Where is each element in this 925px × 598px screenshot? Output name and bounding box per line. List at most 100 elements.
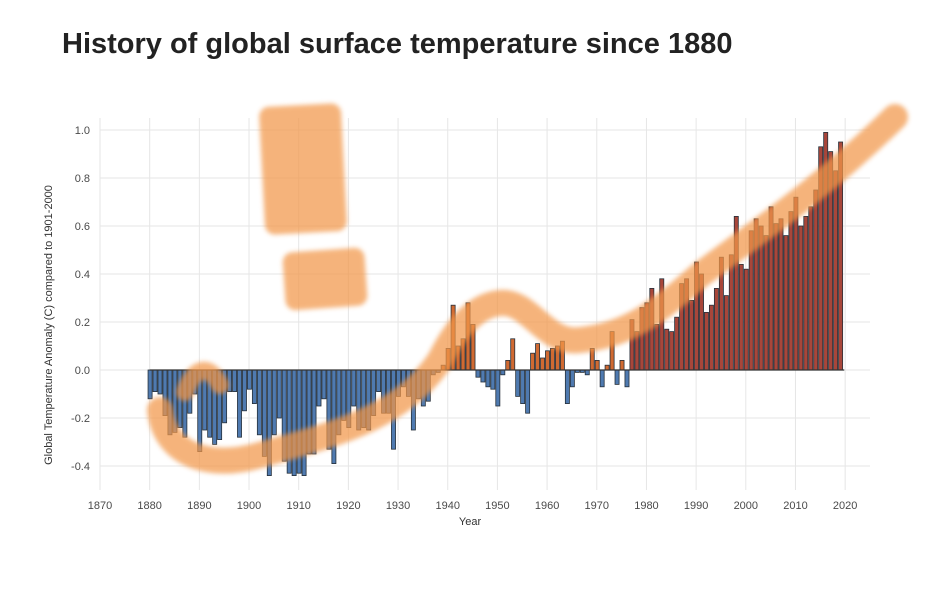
bar-1919 — [341, 369, 347, 421]
exclamation-bar — [259, 103, 347, 235]
bar-1926 — [376, 369, 382, 393]
bar-1946 — [475, 369, 481, 378]
bar-2014 — [813, 189, 819, 371]
bar-2012 — [803, 215, 809, 371]
page-title: History of global surface temperature si… — [62, 28, 733, 60]
bar-1951 — [500, 369, 506, 376]
bar-1882 — [157, 369, 163, 395]
bar-1950 — [495, 369, 501, 407]
x-axis-ticks: 1870 1880 1890 1900 1910 1920 1930 1940 1950 1960… — [88, 500, 858, 512]
bar-1972 — [604, 364, 610, 371]
x-tick-label: 1970 — [585, 500, 609, 512]
bar-1986 — [674, 316, 680, 371]
bar-1971 — [599, 369, 605, 388]
bar-1999 — [738, 263, 744, 371]
bar-1899 — [242, 369, 247, 412]
bar-1881 — [152, 369, 158, 393]
x-tick-label: 1910 — [286, 500, 310, 512]
bar-1905 — [271, 369, 277, 436]
bar-1984 — [664, 328, 670, 371]
bar-1911 — [301, 369, 307, 476]
bar-1994 — [713, 287, 719, 371]
y-axis-title: Global Temperature Anomaly (C) compared … — [43, 185, 55, 465]
bar-1985 — [669, 331, 675, 371]
bar-1957 — [530, 352, 536, 371]
bar-1955 — [520, 369, 526, 404]
bar-1954 — [515, 369, 521, 397]
bar-1968 — [584, 369, 590, 376]
y-tick-label: 0.0 — [75, 365, 90, 377]
x-tick-label: 2020 — [833, 500, 857, 512]
bar-1975 — [619, 359, 625, 371]
x-tick-label: 1870 — [88, 500, 112, 512]
bar-2011 — [798, 225, 804, 371]
bar-1970 — [594, 359, 600, 371]
bar-1880 — [147, 369, 153, 400]
bar-1997 — [728, 254, 734, 371]
bar-1996 — [723, 295, 729, 371]
bar-1902 — [256, 369, 262, 436]
x-tick-label: 1930 — [386, 500, 410, 512]
bar-1917 — [331, 369, 337, 464]
exclamation-dot — [282, 247, 368, 311]
bar-1961 — [550, 347, 555, 371]
x-tick-label: 1940 — [435, 500, 459, 512]
bar-1949 — [490, 369, 496, 390]
bar-1915 — [321, 369, 327, 400]
y-tick-label: -0.2 — [71, 413, 90, 425]
bar-1976 — [624, 369, 630, 388]
bar-2000 — [743, 268, 749, 371]
x-tick-label: 2000 — [734, 500, 758, 512]
x-tick-label: 1900 — [237, 500, 261, 512]
trend-curve — [147, 104, 908, 474]
y-tick-label: -0.4 — [71, 461, 90, 473]
bar-2010 — [793, 196, 799, 371]
bar-1898 — [237, 369, 242, 438]
trend-curve-bump — [176, 361, 229, 401]
bar-2009 — [788, 211, 794, 371]
bar-1909 — [291, 369, 297, 476]
bar-2013 — [808, 206, 814, 371]
x-tick-label: 1980 — [634, 500, 658, 512]
bar-1964 — [564, 369, 570, 404]
x-axis-title: Year — [459, 516, 482, 528]
bar-1906 — [276, 369, 282, 419]
x-tick-label: 1920 — [336, 500, 360, 512]
bar-1914 — [316, 369, 322, 407]
bar-1948 — [485, 369, 491, 388]
trend-annotation — [147, 103, 908, 474]
bar-1952 — [505, 359, 511, 371]
bar-2004 — [763, 235, 769, 371]
bar-2007 — [778, 218, 784, 371]
bar-2018 — [833, 170, 839, 371]
bar-1921 — [351, 369, 357, 407]
bar-1947 — [480, 369, 486, 383]
bar-1974 — [614, 369, 620, 385]
bar-1958 — [535, 343, 541, 371]
bar-1959 — [540, 357, 545, 371]
bar-1982 — [654, 323, 660, 371]
y-tick-label: 0.6 — [75, 221, 90, 233]
bar-1900 — [247, 369, 252, 390]
x-tick-label: 2010 — [783, 500, 807, 512]
y-tick-label: 1.0 — [75, 125, 90, 137]
y-axis-ticks: -0.4 -0.2 0.0 0.2 0.4 0.6 0.8 1.0 — [71, 125, 90, 473]
bar-1960 — [545, 350, 550, 371]
x-tick-label: 1960 — [535, 500, 559, 512]
x-tick-label: 1990 — [684, 500, 708, 512]
y-tick-label: 0.2 — [75, 317, 90, 329]
x-tick-label: 1880 — [137, 500, 161, 512]
bar-1953 — [510, 338, 516, 371]
bar-1956 — [525, 369, 531, 414]
x-tick-label: 1950 — [485, 500, 509, 512]
bar-1897 — [232, 369, 237, 393]
bar-1993 — [709, 304, 714, 371]
bar-2003 — [758, 225, 764, 371]
y-tick-label: 0.8 — [75, 173, 90, 185]
bar-1965 — [569, 369, 575, 388]
bar-1989 — [689, 299, 695, 371]
y-tick-label: 0.4 — [75, 269, 90, 281]
bar-1992 — [704, 311, 709, 371]
bar-1901 — [251, 369, 257, 404]
